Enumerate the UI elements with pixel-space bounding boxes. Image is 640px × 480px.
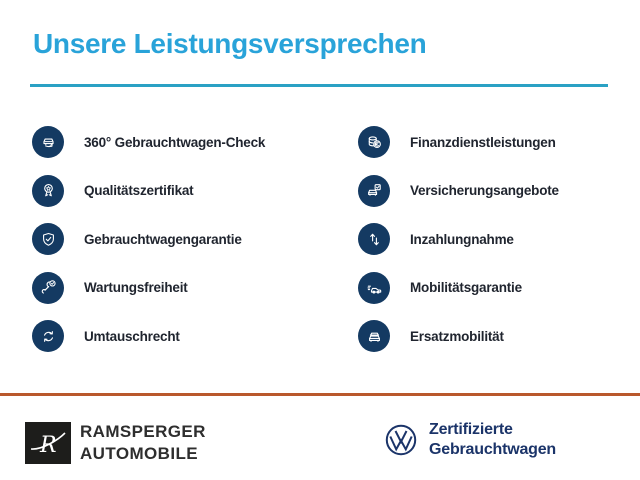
promises-column-right: Finanzdienstleistungen Versicherungsange… bbox=[358, 126, 559, 369]
promise-item: Inzahlungnahme bbox=[358, 223, 559, 255]
promise-item: Wartungsfreiheit bbox=[32, 271, 265, 304]
vw-badge-line1: Zertifizierte bbox=[429, 421, 513, 438]
promise-label: 360° Gebrauchtwagen-Check bbox=[84, 134, 266, 150]
dealer-name-line2: AUTOMOBILE bbox=[80, 444, 198, 463]
fast-car-icon bbox=[358, 271, 390, 304]
promise-label: Wartungsfreiheit bbox=[84, 280, 188, 295]
dealer-logo: R RAMSPERGER AUTOMOBILE bbox=[25, 421, 206, 465]
promise-item: Umtauschrecht bbox=[32, 320, 265, 352]
promises-column-left: 360° Gebrauchtwagen-Check Qualitätszerti… bbox=[32, 126, 265, 369]
promise-label: Qualitätszertifikat bbox=[84, 183, 194, 198]
title-divider bbox=[30, 84, 608, 87]
car-360-icon bbox=[32, 126, 64, 158]
exchange-arrows-icon bbox=[32, 320, 64, 352]
promise-label: Versicherungsangebote bbox=[410, 183, 559, 198]
dealer-name-line1: RAMSPERGER bbox=[80, 422, 206, 441]
vw-badge-line2: Gebrauchtwagen bbox=[429, 441, 557, 458]
wrench-check-icon bbox=[32, 271, 64, 304]
promise-item: Mobilitätsgarantie bbox=[358, 271, 559, 304]
shield-check-icon bbox=[32, 223, 64, 255]
quality-medal-icon bbox=[32, 174, 64, 207]
promise-label: Ersatzmobilität bbox=[410, 328, 504, 344]
promise-label: Inzahlungnahme bbox=[410, 231, 514, 247]
promise-label: Finanzdienstleistungen bbox=[410, 134, 556, 150]
promise-item: Qualitätszertifikat bbox=[32, 174, 265, 207]
two-cars-icon bbox=[358, 320, 390, 352]
promise-item: Versicherungsangebote bbox=[358, 174, 559, 207]
arrows-up-down-icon bbox=[358, 223, 390, 255]
vw-certified-badge: Zertifizierte Gebrauchtwagen bbox=[385, 420, 556, 460]
vw-badge-text: Zertifizierte Gebrauchtwagen bbox=[429, 420, 556, 460]
promise-item: Ersatzmobilität bbox=[358, 320, 559, 352]
promise-label: Umtauschrecht bbox=[84, 328, 180, 344]
coins-euro-icon bbox=[358, 126, 390, 158]
ramsperger-monogram-icon: R bbox=[25, 422, 71, 464]
promise-label: Gebrauchtwagengarantie bbox=[84, 231, 242, 247]
promise-item: Gebrauchtwagengarantie bbox=[32, 223, 265, 255]
page-title: Unsere Leistungsversprechen bbox=[33, 28, 427, 59]
dealer-name: RAMSPERGER AUTOMOBILE bbox=[80, 421, 206, 465]
vw-logo-icon bbox=[385, 424, 417, 456]
promise-item: 360° Gebrauchtwagen-Check bbox=[32, 126, 265, 158]
footer-divider bbox=[0, 393, 640, 396]
promise-item: Finanzdienstleistungen bbox=[358, 126, 559, 158]
car-checkbox-icon bbox=[358, 174, 390, 207]
promise-label: Mobilitätsgarantie bbox=[410, 280, 522, 295]
